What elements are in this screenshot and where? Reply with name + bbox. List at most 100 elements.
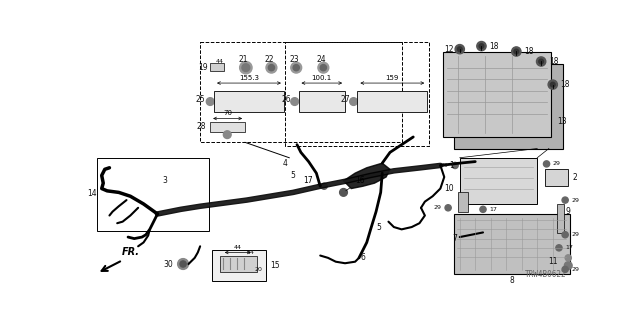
Text: 44: 44 xyxy=(246,250,255,255)
Circle shape xyxy=(291,62,301,73)
Text: 29: 29 xyxy=(572,232,579,237)
Text: 2: 2 xyxy=(573,173,578,182)
Circle shape xyxy=(477,42,486,51)
Text: 4: 4 xyxy=(283,159,288,168)
Circle shape xyxy=(268,65,275,71)
Text: 22: 22 xyxy=(264,55,274,64)
Text: 20: 20 xyxy=(254,267,262,272)
Text: 7: 7 xyxy=(452,234,457,243)
Text: 10: 10 xyxy=(444,184,454,193)
Circle shape xyxy=(455,44,465,54)
Circle shape xyxy=(480,206,486,212)
Text: 19: 19 xyxy=(198,63,208,72)
Bar xyxy=(285,42,429,146)
Circle shape xyxy=(321,183,327,189)
Text: 23: 23 xyxy=(289,55,299,64)
Text: 18: 18 xyxy=(524,47,534,56)
Circle shape xyxy=(564,262,572,269)
Text: 44: 44 xyxy=(234,245,242,250)
Circle shape xyxy=(556,245,562,251)
Circle shape xyxy=(320,65,326,71)
Text: 26: 26 xyxy=(281,95,291,105)
Circle shape xyxy=(562,197,568,203)
Text: 70: 70 xyxy=(223,110,232,116)
Circle shape xyxy=(340,188,348,196)
Text: 28: 28 xyxy=(196,123,205,132)
Circle shape xyxy=(452,162,458,169)
FancyBboxPatch shape xyxy=(545,169,568,186)
Text: 8: 8 xyxy=(509,276,514,285)
Text: 9: 9 xyxy=(565,207,570,216)
FancyBboxPatch shape xyxy=(557,204,564,233)
Text: TRW4B0622: TRW4B0622 xyxy=(525,270,566,279)
Text: 159: 159 xyxy=(386,75,399,81)
FancyBboxPatch shape xyxy=(298,91,345,112)
Text: 29: 29 xyxy=(572,267,579,272)
FancyBboxPatch shape xyxy=(460,158,537,204)
Text: 29: 29 xyxy=(553,161,561,166)
Text: 14: 14 xyxy=(87,189,97,198)
Text: 155.3: 155.3 xyxy=(239,75,259,81)
Circle shape xyxy=(562,266,568,273)
Text: 21: 21 xyxy=(239,55,248,64)
Text: 29: 29 xyxy=(434,205,442,210)
FancyBboxPatch shape xyxy=(214,91,284,112)
Text: 16: 16 xyxy=(346,176,365,191)
FancyBboxPatch shape xyxy=(212,250,266,281)
Text: 17: 17 xyxy=(303,176,321,185)
Text: 44: 44 xyxy=(216,59,223,64)
Text: 18: 18 xyxy=(561,80,570,89)
Text: 5: 5 xyxy=(291,171,296,180)
Circle shape xyxy=(318,62,329,73)
Text: FR.: FR. xyxy=(122,247,140,257)
Text: 29: 29 xyxy=(441,163,449,168)
Circle shape xyxy=(514,49,518,54)
Circle shape xyxy=(266,62,277,73)
Circle shape xyxy=(458,47,462,52)
Text: 18: 18 xyxy=(489,42,499,51)
Text: 5: 5 xyxy=(376,222,381,232)
Text: 100.1: 100.1 xyxy=(312,75,332,81)
Text: 27: 27 xyxy=(340,95,349,105)
Bar xyxy=(97,158,209,231)
Bar xyxy=(200,42,402,142)
Circle shape xyxy=(479,44,484,48)
Text: 11: 11 xyxy=(548,257,558,266)
Text: 29: 29 xyxy=(572,197,579,203)
Text: 1: 1 xyxy=(449,161,454,170)
Circle shape xyxy=(562,232,568,238)
Circle shape xyxy=(178,259,189,269)
Circle shape xyxy=(293,65,300,71)
Circle shape xyxy=(543,161,550,167)
Circle shape xyxy=(223,131,231,139)
FancyBboxPatch shape xyxy=(210,63,224,71)
Circle shape xyxy=(349,98,358,105)
Circle shape xyxy=(445,205,451,211)
Circle shape xyxy=(242,64,250,71)
Text: 15: 15 xyxy=(270,261,280,270)
Circle shape xyxy=(548,80,557,89)
Text: 6: 6 xyxy=(360,253,365,262)
Circle shape xyxy=(565,255,572,261)
Circle shape xyxy=(550,82,555,87)
Text: 3: 3 xyxy=(163,176,168,185)
Text: 13: 13 xyxy=(557,117,567,126)
FancyBboxPatch shape xyxy=(210,122,245,132)
Text: 18: 18 xyxy=(549,57,558,66)
Text: 12: 12 xyxy=(444,45,454,54)
Text: 17: 17 xyxy=(489,207,497,212)
FancyBboxPatch shape xyxy=(454,214,570,274)
Circle shape xyxy=(539,59,543,64)
Circle shape xyxy=(291,98,298,105)
Text: 25: 25 xyxy=(196,95,205,105)
Circle shape xyxy=(536,57,546,66)
Circle shape xyxy=(206,98,214,105)
Text: 24: 24 xyxy=(316,55,326,64)
Circle shape xyxy=(180,261,186,267)
Polygon shape xyxy=(344,163,390,188)
Text: 17: 17 xyxy=(565,245,573,250)
FancyBboxPatch shape xyxy=(458,192,467,212)
Text: 30: 30 xyxy=(163,260,173,268)
FancyBboxPatch shape xyxy=(358,91,428,112)
FancyBboxPatch shape xyxy=(443,52,551,137)
